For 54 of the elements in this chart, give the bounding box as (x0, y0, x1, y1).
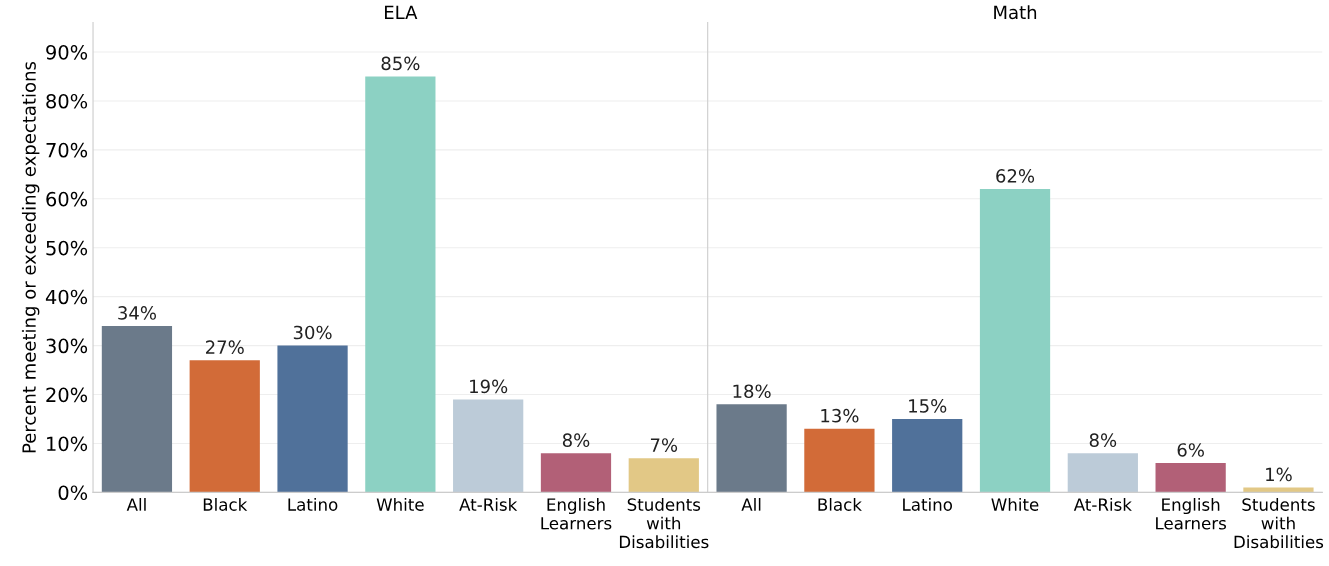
y-tick-label: 60% (46, 191, 88, 207)
bar (892, 419, 963, 493)
data-label: 27% (206, 340, 244, 355)
x-tick-label: English Learners (541, 497, 612, 530)
data-label: 15% (909, 399, 947, 413)
y-tick-label: 20% (46, 387, 88, 403)
data-label: 8% (1089, 433, 1117, 447)
y-axis-title: Percent meeting or exceeding expectations (21, 61, 40, 453)
bar (1155, 463, 1226, 493)
bar (189, 360, 260, 493)
bar (365, 76, 436, 493)
data-label: 7% (650, 438, 678, 452)
data-label: 1% (1266, 467, 1292, 482)
y-tick-label: 50% (46, 240, 88, 256)
data-label: 85% (381, 56, 420, 71)
x-tick-label: All (126, 497, 146, 511)
data-label: 30% (293, 325, 332, 340)
bar (453, 399, 524, 493)
x-tick-label: Students with Disabilities (1234, 497, 1324, 549)
y-tick-label: 80% (46, 93, 88, 109)
x-tick-label: Students with Disabilities (619, 497, 709, 549)
bar (277, 345, 348, 493)
x-tick-label: At-Risk (1073, 497, 1132, 511)
bar (979, 189, 1051, 493)
bar (101, 326, 173, 493)
x-tick-label: Latino (288, 497, 338, 511)
bar (804, 428, 875, 493)
bar (628, 458, 699, 493)
y-tick-label: 0% (58, 485, 88, 501)
bar (540, 453, 612, 493)
x-tick-label: At-Risk (459, 497, 518, 511)
bar (1067, 453, 1138, 493)
x-tick-label: Black (203, 497, 248, 511)
data-label: 13% (821, 408, 859, 423)
x-tick-label: Black (818, 497, 862, 511)
data-label: 34% (118, 306, 156, 320)
x-tick-label: English Learners (1156, 497, 1227, 530)
data-label: 18% (733, 384, 771, 399)
x-tick-label: White (376, 497, 424, 511)
x-tick-label: Latino (903, 497, 953, 511)
y-tick-label: 10% (47, 436, 88, 452)
bar (716, 404, 787, 493)
y-tick-label: 40% (45, 289, 88, 305)
data-label: 62% (996, 169, 1035, 183)
data-label: 8% (562, 433, 590, 447)
chart-title: ELA (385, 5, 418, 19)
data-label: 19% (470, 379, 508, 394)
chart-title: Math (994, 5, 1037, 20)
x-tick-label: White (991, 497, 1039, 511)
y-tick-label: 90% (46, 44, 88, 60)
y-tick-label: 30% (46, 338, 88, 354)
y-tick-label: 70% (46, 142, 88, 158)
data-label: 6% (1177, 443, 1204, 457)
x-tick-label: All (741, 497, 761, 511)
